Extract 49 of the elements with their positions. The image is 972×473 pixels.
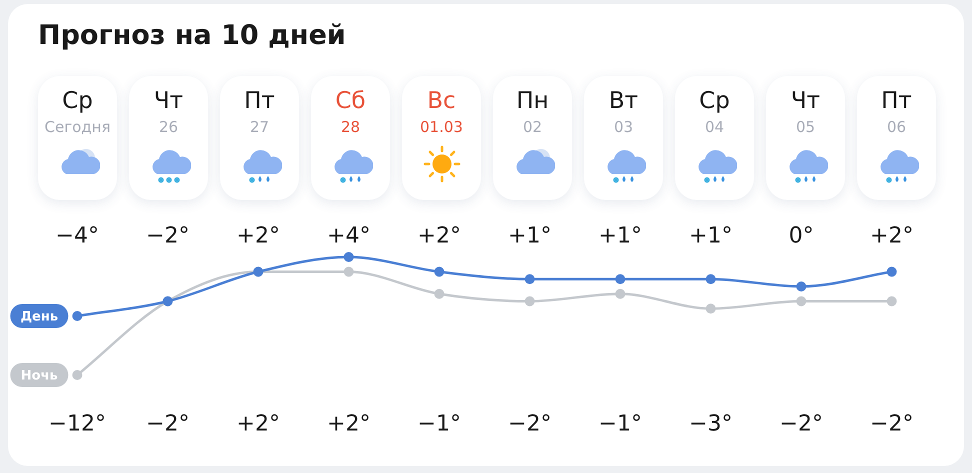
data-label: −1°: [598, 412, 642, 437]
point: [886, 296, 897, 306]
x-tick-label: Чт 05: [790, 88, 822, 136]
series-label: Ночь: [20, 368, 58, 384]
x-tick-label: Пт 27: [243, 88, 276, 136]
point: [886, 266, 897, 277]
data-label: +1°: [598, 224, 642, 249]
x-tick-label: Ср 04: [698, 88, 731, 136]
data-label: −1°: [418, 412, 461, 437]
x-tick-label: Вт 03: [608, 88, 640, 136]
x-tick-label: Пн 02: [515, 88, 550, 136]
data-label: −2°: [870, 412, 914, 437]
point: [72, 370, 82, 380]
series-label: День: [20, 309, 58, 324]
data-label: 0°: [788, 224, 814, 249]
point: [615, 288, 626, 299]
point: [434, 288, 444, 299]
point: [434, 266, 444, 277]
data-label: −4°: [56, 224, 99, 249]
point: [524, 274, 535, 284]
data-label: +1°: [689, 224, 732, 249]
data-label: +2°: [327, 412, 370, 437]
data-label: +2°: [236, 224, 280, 249]
x-tick-label: Чт 26: [152, 88, 184, 136]
data-label: −2°: [780, 412, 823, 437]
point: [706, 304, 716, 314]
chart-title: Прогноз на 10 дней: [38, 20, 346, 51]
point: [524, 296, 535, 306]
point: [615, 274, 626, 284]
data-label: −2°: [508, 412, 552, 437]
x-tick-label: Вс 01.03: [419, 88, 464, 136]
point: [796, 282, 806, 292]
point: [344, 252, 354, 262]
x-tick-label: Ср Сегодня: [44, 88, 112, 136]
data-label: +2°: [236, 412, 280, 437]
data-label: +2°: [870, 224, 914, 249]
point: [344, 266, 354, 277]
point: [72, 311, 82, 321]
data-label: +4°: [327, 224, 370, 249]
data-label: −3°: [689, 412, 732, 437]
point: [706, 274, 716, 284]
data-label: −12°: [48, 412, 106, 437]
point: [796, 296, 806, 306]
x-tick-label: Сб 28: [334, 88, 367, 136]
data-label: −2°: [146, 412, 190, 437]
data-label: −2°: [146, 224, 190, 249]
data-label: +2°: [418, 224, 461, 249]
x-tick-label: Пт 06: [880, 88, 913, 136]
data-label: +1°: [508, 224, 552, 249]
